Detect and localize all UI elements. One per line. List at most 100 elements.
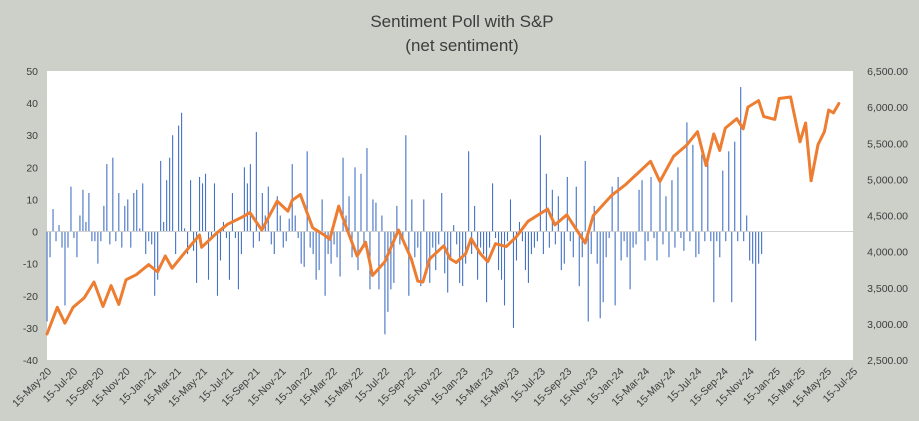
- sentiment-bar: [438, 231, 440, 245]
- sentiment-bar: [184, 228, 186, 232]
- sentiment-bar: [677, 167, 679, 232]
- sentiment-bar: [671, 180, 673, 232]
- sentiment-bar: [593, 205, 595, 232]
- sentiment-bar: [560, 231, 562, 271]
- sentiment-bar: [109, 231, 111, 245]
- sentiment-bar: [136, 189, 138, 232]
- sentiment-bar: [297, 231, 299, 238]
- sentiment-bar: [390, 231, 392, 290]
- sentiment-bar: [548, 231, 550, 248]
- sentiment-bar: [348, 196, 350, 232]
- sentiment-bar: [602, 231, 604, 303]
- sentiment-bar: [605, 231, 607, 258]
- sentiment-bar: [674, 231, 676, 248]
- sentiment-bar: [734, 141, 736, 232]
- sentiment-bar: [713, 231, 715, 303]
- sentiment-bar: [477, 231, 479, 280]
- sentiment-bar: [196, 231, 198, 283]
- sentiment-bar: [489, 231, 491, 248]
- chart-subtitle: (net sentiment): [405, 36, 518, 55]
- sentiment-bar: [106, 164, 108, 232]
- sentiment-bar: [112, 157, 114, 232]
- sentiment-bar: [294, 215, 296, 232]
- sentiment-bar: [494, 231, 497, 238]
- sentiment-bar: [258, 231, 260, 242]
- sentiment-bar: [219, 231, 222, 261]
- sentiment-bar: [524, 231, 526, 271]
- sentiment-bar: [157, 231, 159, 280]
- sentiment-bar: [414, 231, 416, 258]
- sentiment-bar: [216, 231, 219, 296]
- sentiment-bar: [270, 231, 272, 245]
- sentiment-bar: [647, 231, 649, 242]
- sentiment-bar: [575, 186, 577, 232]
- sentiment-bar: [330, 231, 332, 264]
- sp500-line: [45, 95, 841, 336]
- sentiment-bar: [255, 132, 257, 232]
- sentiment-bar: [566, 176, 568, 232]
- sentiment-bar: [420, 231, 422, 287]
- sentiment-bar: [166, 180, 168, 232]
- sentiment-bar: [551, 189, 553, 232]
- left-tick-label: 0: [32, 227, 38, 239]
- sentiment-bar: [324, 231, 326, 296]
- left-tick-label: -20: [23, 291, 38, 303]
- sentiment-bar: [378, 231, 380, 290]
- sentiment-bar: [599, 231, 601, 319]
- sentiment-bar: [354, 167, 356, 232]
- sentiment-bar: [288, 218, 290, 232]
- sentiment-bar: [554, 231, 556, 245]
- sentiment-bar: [707, 160, 709, 232]
- sentiment-bar: [689, 231, 691, 242]
- sentiment-bar: [103, 205, 105, 232]
- sentiment-bar: [154, 231, 156, 296]
- sentiment-bar: [578, 231, 580, 287]
- sentiment-bar: [201, 183, 204, 232]
- sentiment-bar: [198, 176, 201, 232]
- sentiment-bar: [620, 231, 622, 261]
- sentiment-bar: [321, 199, 323, 232]
- right-tick-label: 4,000.00: [867, 247, 908, 259]
- sp500-line-group: [45, 95, 841, 336]
- sentiment-bar: [312, 231, 314, 255]
- sentiment-bar: [300, 231, 302, 264]
- sentiment-bar: [279, 215, 281, 232]
- sentiment-bar: [581, 231, 583, 258]
- sentiment-bar: [124, 205, 126, 232]
- sentiment-bar: [73, 231, 75, 238]
- sentiment-bar: [626, 231, 628, 258]
- sentiment-bar: [512, 231, 515, 328]
- right-axis-ticks: 6,500.00 6,000.00 5,500.00 5,000.00 4,500.00…: [867, 66, 908, 367]
- sentiment-bar: [303, 231, 305, 267]
- sentiment-bar: [58, 225, 60, 232]
- sentiment-bar: [366, 148, 368, 232]
- sentiment-bar: [686, 122, 688, 232]
- x-axis-ticks: 15-May-2015-Jul-2015-Sep-2015-Nov-2015-J…: [10, 366, 860, 410]
- sentiment-bar: [402, 231, 404, 238]
- chart-title: Sentiment Poll with S&P: [370, 12, 553, 31]
- sentiment-bar: [139, 228, 141, 232]
- sentiment-bar: [204, 173, 207, 232]
- sentiment-bar: [533, 231, 535, 248]
- sentiment-bar: [273, 231, 275, 255]
- sentiment-bar: [659, 180, 661, 232]
- sentiment-bar: [160, 160, 162, 232]
- sentiment-bar: [228, 231, 230, 280]
- sentiment-bar: [587, 231, 589, 322]
- sentiment-bar: [480, 231, 482, 248]
- sentiment-bar: [509, 199, 512, 232]
- sentiment-bar: [130, 231, 132, 248]
- sentiment-bar: [169, 157, 171, 232]
- sentiment-bar: [710, 231, 712, 242]
- sentiment-bar: [629, 231, 631, 290]
- sentiment-bar: [755, 231, 757, 341]
- sentiment-bar: [178, 125, 180, 232]
- sentiment-bar: [653, 231, 655, 238]
- sentiment-bar: [444, 231, 446, 274]
- sentiment-bar: [456, 231, 458, 245]
- sentiment-bar: [97, 231, 99, 264]
- sentiment-bar: [127, 199, 129, 232]
- sentiment-bar: [309, 231, 311, 248]
- sentiment-bar: [596, 231, 598, 264]
